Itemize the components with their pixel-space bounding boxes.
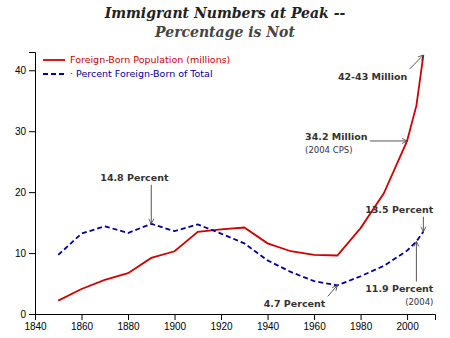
annotation: 4.7 Percent — [264, 298, 326, 309]
x-tick-label: 1860 — [71, 321, 94, 332]
annotation: 11.9 Percent — [365, 283, 434, 294]
y-tick: 40 — [15, 65, 35, 76]
y-axis: 0 10 20 30 40 — [15, 53, 36, 320]
x-tick-label: 1840 — [24, 321, 47, 332]
annotation-arrow — [151, 185, 152, 224]
x-tick-mark — [268, 314, 269, 320]
legend: Foreign-Born Population (millions) · Perc… — [43, 54, 230, 79]
x-tick-label: 1880 — [117, 321, 140, 332]
x-tick-mark — [314, 314, 315, 320]
chart-svg: Immigrant Numbers at Peak -- Percentage i… — [0, 0, 450, 338]
y-tick-label: 30 — [15, 126, 27, 137]
x-tick-mark — [128, 314, 129, 320]
legend-label: · Percent Foreign-Born of Total — [70, 68, 213, 79]
x-tick-label: 1960 — [303, 321, 326, 332]
y-tick: 30 — [15, 126, 35, 137]
x-tick-mark — [175, 314, 176, 320]
y-axis-line — [29, 53, 36, 315]
legend-swatch — [43, 59, 65, 61]
annotation-arrow — [328, 285, 338, 296]
annotation: 14.8 Percent — [100, 172, 169, 183]
plot-area: 1840 1860 1880 1900 1920 1940 1960 1980 2000 0 10 2… — [15, 53, 436, 333]
x-tick-mark — [361, 314, 362, 320]
x-tick: 1860 — [71, 314, 94, 332]
y-tick-mark — [29, 192, 35, 193]
subtitle: Percentage is Not — [154, 24, 295, 40]
annotation-arrow — [370, 140, 407, 141]
series-line — [58, 224, 423, 286]
x-tick-label: 1940 — [257, 321, 280, 332]
x-axis: 1840 1860 1880 1900 1920 1940 1960 1980 2000 — [24, 314, 435, 332]
x-tick-mark — [82, 314, 83, 320]
y-tick-mark — [29, 131, 35, 132]
y-tick: 20 — [15, 187, 35, 198]
x-tick-label: 1900 — [164, 321, 187, 332]
annotation: 34.2 Million — [305, 131, 368, 142]
y-tick-label: 40 — [15, 65, 27, 76]
y-tick-mark — [29, 314, 35, 315]
x-tick-label: 1980 — [350, 321, 373, 332]
x-tick-mark — [221, 314, 222, 320]
x-tick-mark — [407, 314, 408, 320]
legend-item: Foreign-Born Population (millions) — [43, 54, 230, 65]
y-tick: 10 — [15, 248, 35, 259]
x-tick-label: 1920 — [210, 321, 233, 332]
series-group — [58, 55, 423, 301]
x-tick: 1880 — [117, 314, 140, 332]
annotation-arrow — [423, 217, 424, 232]
y-tick-mark — [29, 70, 35, 71]
chart-container: Immigrant Numbers at Peak -- Percentage i… — [0, 0, 450, 338]
y-tick-label: 0 — [20, 309, 26, 320]
legend-label: Foreign-Born Population (millions) — [70, 54, 230, 65]
annotations: 14.8 Percent 4.7 Percent 34.2 Million (2004… — [100, 55, 434, 309]
x-tick: 1840 — [24, 314, 47, 332]
x-tick-label: 2000 — [396, 321, 419, 332]
title: Immigrant Numbers at Peak -- — [104, 5, 346, 21]
x-axis-line — [36, 315, 436, 321]
x-tick: 1960 — [303, 314, 326, 332]
y-tick-mark — [29, 253, 35, 254]
annotation: 13.5 Percent — [365, 204, 434, 215]
annotation-note: (2004 CPS) — [305, 145, 352, 155]
annotation-arrow — [416, 241, 417, 281]
y-tick-label: 10 — [15, 248, 27, 259]
x-tick: 1940 — [257, 314, 280, 332]
y-tick-label: 20 — [15, 187, 27, 198]
legend-item: · Percent Foreign-Born of Total — [43, 68, 213, 79]
annotation-arrow — [410, 55, 424, 69]
legend-swatch — [43, 73, 65, 75]
annotation: 42-43 Million — [338, 71, 408, 82]
series-line — [58, 55, 423, 301]
x-tick: 1900 — [164, 314, 187, 332]
y-tick: 0 — [20, 309, 35, 320]
annotation-note: (2004) — [405, 297, 433, 307]
x-tick: 1920 — [210, 314, 233, 332]
x-tick: 1980 — [350, 314, 373, 332]
x-tick: 2000 — [396, 314, 419, 332]
